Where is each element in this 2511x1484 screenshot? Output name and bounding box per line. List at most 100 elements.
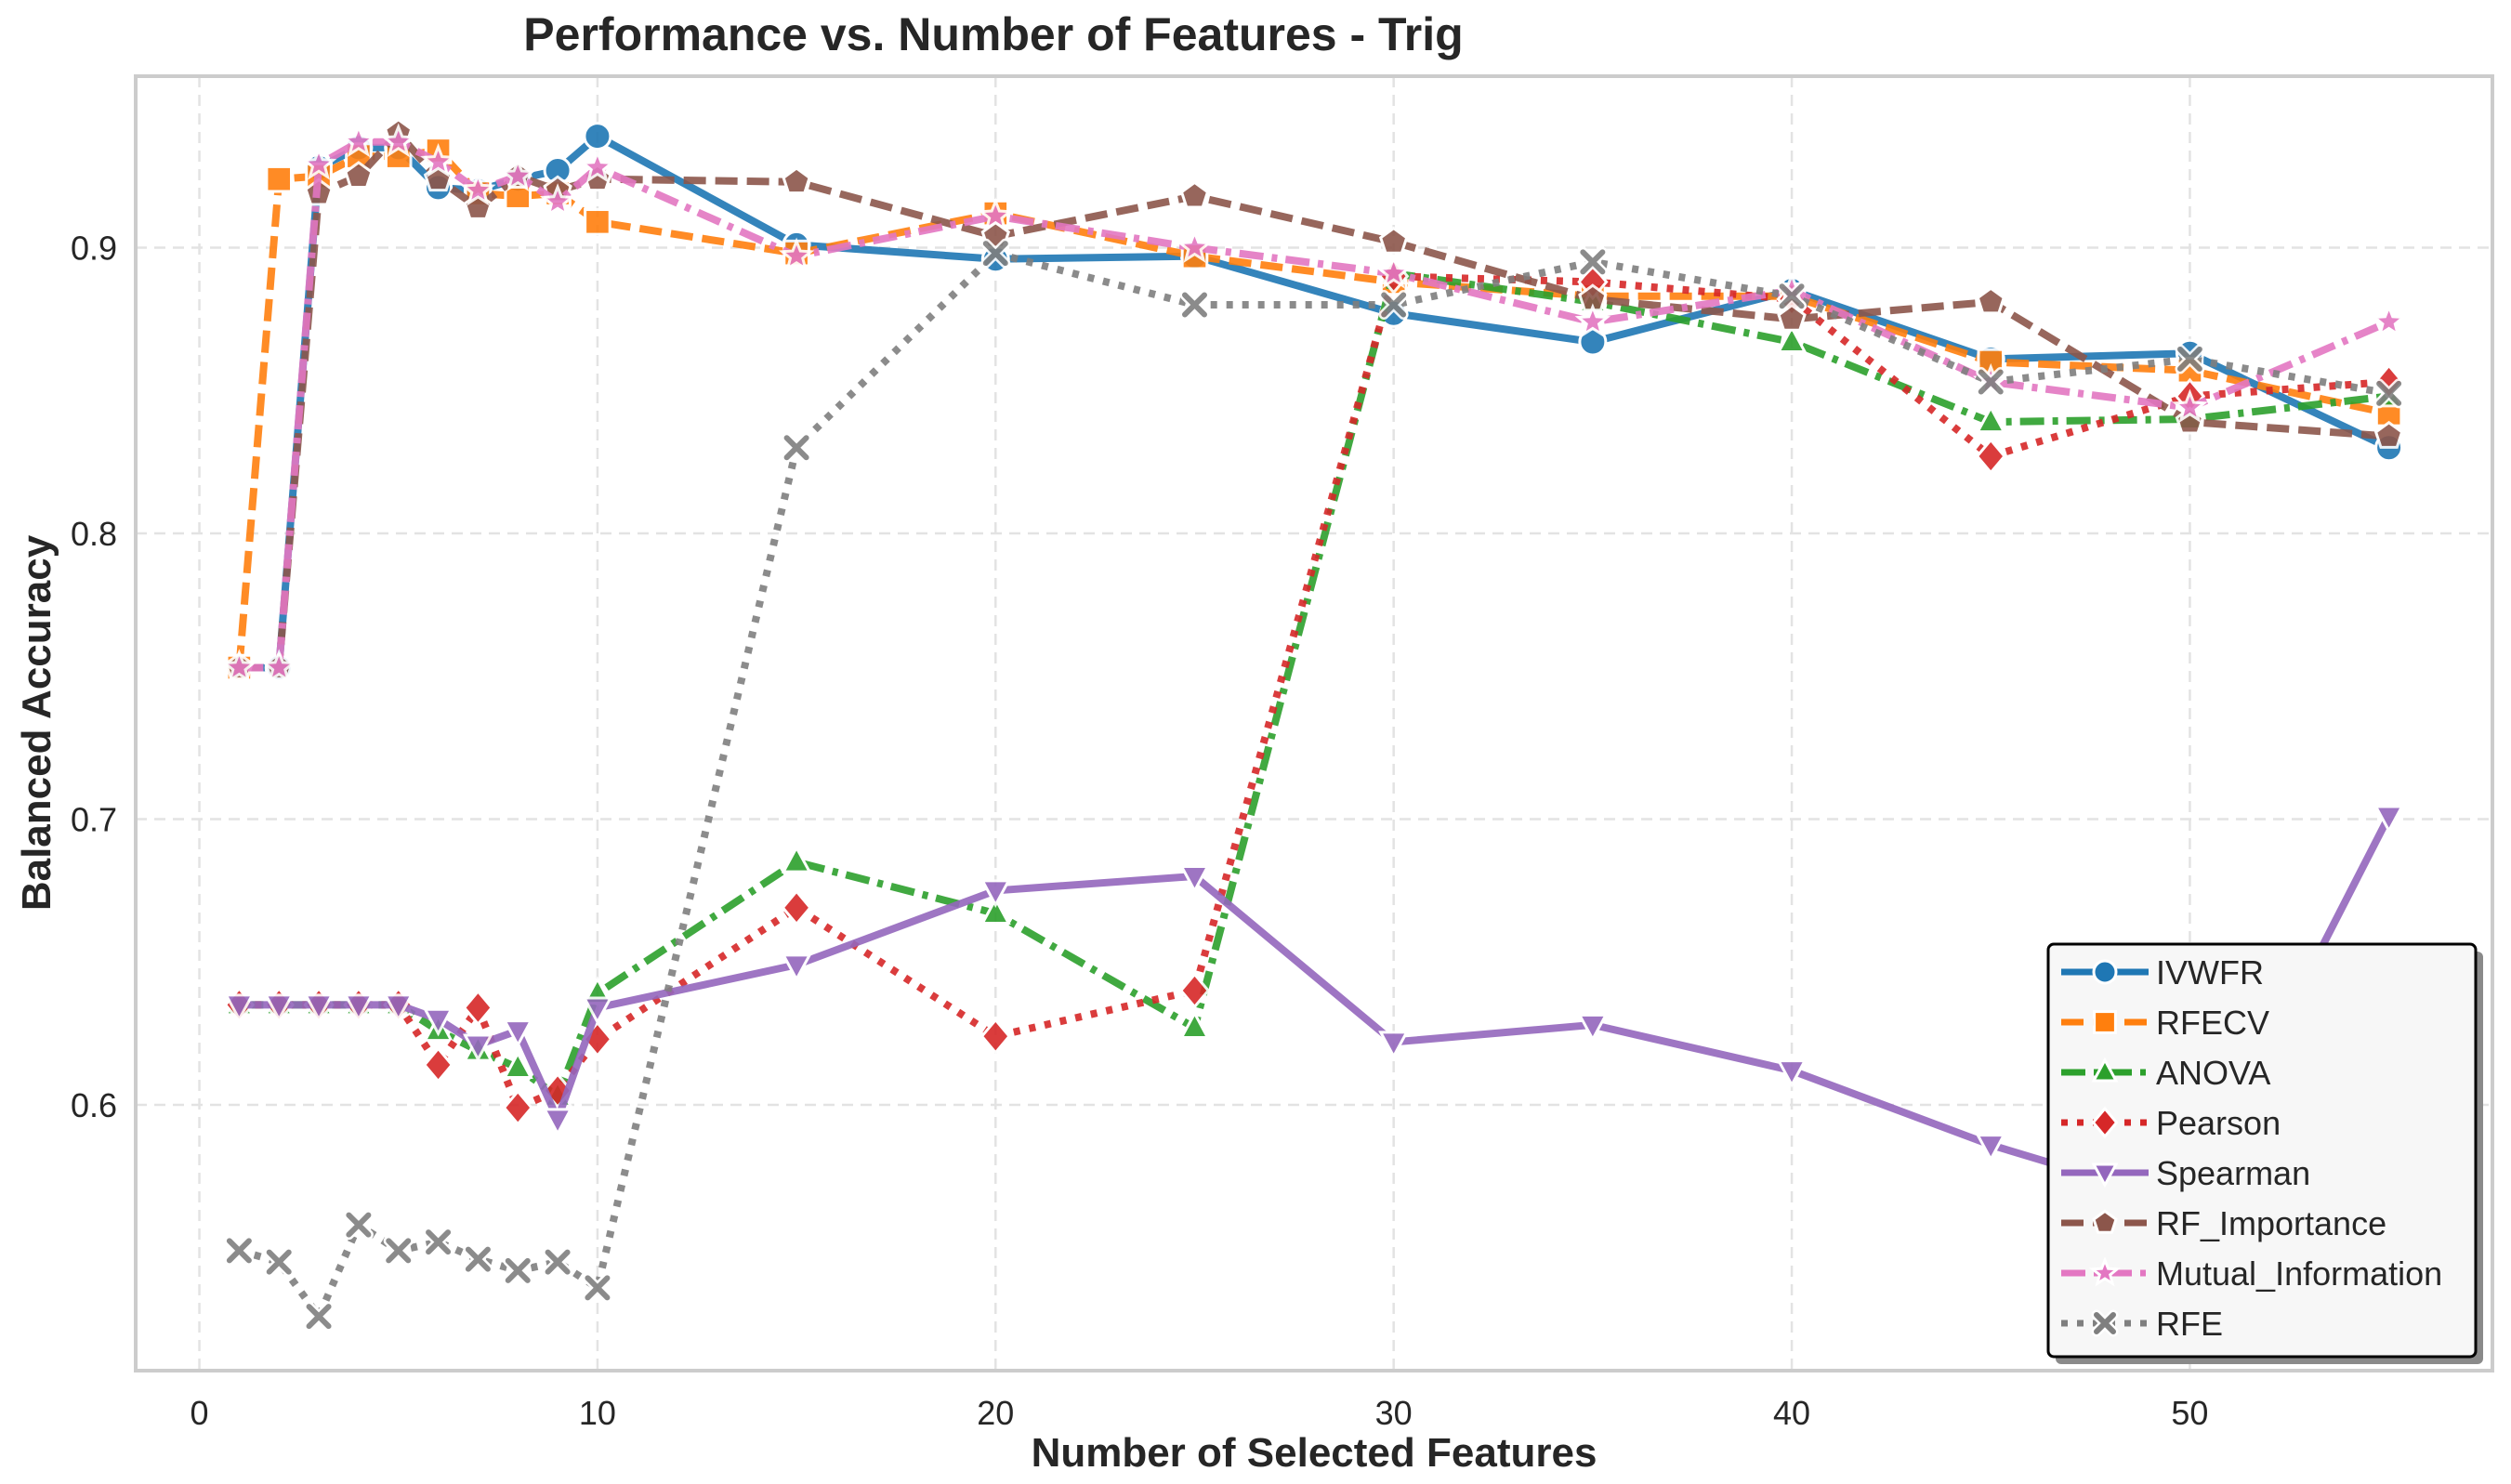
y-tick-label: 0.9	[71, 230, 117, 268]
data-point-pearson	[422, 1046, 454, 1083]
data-point-rfe	[426, 1229, 452, 1255]
series-rfe	[224, 238, 2404, 1332]
legend-entry-spearman: Spearman	[2061, 1154, 2310, 1192]
data-point-rfe	[346, 1212, 372, 1238]
x-axis-label: Number of Selected Features	[1032, 1430, 1597, 1476]
data-point-rfe	[2376, 380, 2402, 406]
x-tick-label: 0	[191, 1394, 209, 1432]
data-point-mutual-information	[300, 146, 337, 180]
data-point-rfe	[266, 1249, 292, 1275]
data-point-pearson	[462, 989, 494, 1027]
legend-label: RF_Importance	[2156, 1204, 2386, 1242]
data-point-mutual-information	[2371, 303, 2407, 337]
legend-entry-pearson: Pearson	[2061, 1104, 2281, 1142]
x-axis: 0 10 20 30 40 50	[191, 1394, 2209, 1432]
data-point-anova	[979, 896, 1011, 925]
series-spearman	[223, 805, 2405, 1223]
data-point-rf-importance	[2373, 420, 2404, 449]
legend-label: ANOVA	[2156, 1054, 2270, 1092]
legend-entry-ivwfr: IVWFR	[2061, 953, 2264, 992]
data-point-rfe	[505, 1257, 531, 1283]
legend-label: Pearson	[2156, 1104, 2281, 1142]
data-point-spearman	[781, 953, 812, 982]
legend-label: RFECV	[2156, 1004, 2269, 1042]
data-point-rf-importance	[782, 166, 811, 195]
data-point-spearman	[2373, 805, 2405, 834]
data-point-spearman	[1378, 1031, 1410, 1059]
data-point-spearman	[502, 1019, 533, 1048]
legend-marker-rfe	[2094, 1312, 2116, 1334]
legend-label: IVWFR	[2156, 953, 2264, 992]
legend-marker-anova	[2091, 1057, 2119, 1083]
legend-entry-rf-importance: RF_Importance	[2061, 1204, 2386, 1242]
data-point-rfecv	[584, 208, 611, 236]
data-point-rfe	[585, 1275, 611, 1301]
data-point-spearman	[263, 993, 295, 1022]
data-point-rfe	[306, 1304, 332, 1330]
legend-entry-rfecv: RFECV	[2061, 1004, 2269, 1042]
data-point-rfe	[982, 241, 1008, 267]
data-point-anova	[502, 1050, 533, 1080]
data-point-mutual-information	[460, 171, 496, 206]
data-point-rfe	[1181, 292, 1207, 318]
y-tick-label: 0.8	[71, 515, 117, 553]
data-point-pearson	[502, 1089, 533, 1126]
y-tick-label: 0.6	[71, 1086, 117, 1124]
data-point-spearman	[582, 996, 613, 1026]
plot-frame	[134, 74, 2494, 1372]
data-point-rfe	[386, 1238, 412, 1264]
data-point-mutual-information	[1375, 254, 1412, 289]
data-point-rf-importance	[1777, 303, 1807, 332]
x-tick-label: 50	[2171, 1394, 2208, 1432]
data-point-anova	[1776, 324, 1808, 353]
legend-label: Spearman	[2156, 1154, 2310, 1192]
data-point-rfecv	[265, 164, 294, 193]
data-point-spearman	[542, 1108, 573, 1136]
y-tick-label: 0.7	[71, 801, 117, 839]
chart-title: Performance vs. Number of Features - Tri…	[523, 8, 1463, 60]
data-point-rfe	[783, 435, 809, 461]
data-point-mutual-information	[500, 157, 536, 191]
data-point-rf-importance	[1179, 180, 1210, 209]
data-point-rfe	[545, 1249, 571, 1275]
legend-marker-rf-importance	[2092, 1209, 2118, 1234]
legend-entry-rfe: RFE	[2061, 1305, 2223, 1343]
data-point-mutual-information	[420, 143, 456, 177]
data-point-mutual-information	[380, 123, 416, 158]
data-point-spearman	[383, 993, 414, 1022]
data-point-spearman	[1577, 1013, 1609, 1043]
data-point-spearman	[303, 993, 335, 1022]
data-point-rf-importance	[1378, 226, 1409, 255]
data-point-mutual-information	[978, 197, 1014, 232]
legend-marker-mutual-information	[2088, 1256, 2122, 1287]
legend: IVWFR RFECV ANOVA Pearson Spearman RF_Importa…	[2046, 942, 2483, 1364]
data-point-anova	[1178, 1010, 1211, 1039]
legend-label: Mutual_Information	[2156, 1254, 2442, 1293]
data-point-pearson	[781, 889, 812, 926]
data-point-mutual-information	[2172, 388, 2208, 424]
data-point-mutual-information	[778, 237, 815, 272]
data-point-rfe	[1580, 249, 1606, 275]
legend-marker-spearman	[2091, 1162, 2119, 1189]
data-point-rfe	[1381, 292, 1407, 318]
data-point-mutual-information	[340, 123, 377, 158]
plot-series	[221, 117, 2407, 1332]
data-point-pearson	[1178, 972, 1211, 1009]
x-tick-label: 20	[977, 1394, 1014, 1432]
data-point-spearman	[1975, 1134, 2006, 1162]
data-point-spearman	[1178, 865, 1211, 894]
data-point-rfe	[1779, 283, 1805, 309]
data-point-ivwfr	[583, 122, 612, 151]
data-point-rfe	[226, 1238, 252, 1264]
legend-entry-anova: ANOVA	[2061, 1054, 2270, 1092]
data-point-spearman	[979, 879, 1011, 908]
data-point-mutual-information	[539, 183, 576, 217]
y-axis-label: Balanced Accuracy	[14, 534, 59, 911]
data-point-rfe	[465, 1246, 491, 1272]
x-tick-label: 10	[579, 1394, 616, 1432]
data-point-spearman	[462, 1033, 493, 1062]
legend-box	[2046, 942, 2478, 1359]
y-axis: 0.6 0.7 0.8 0.9	[71, 230, 117, 1125]
legend-marker-ivwfr	[2092, 959, 2118, 985]
data-point-pearson	[1975, 438, 2006, 475]
